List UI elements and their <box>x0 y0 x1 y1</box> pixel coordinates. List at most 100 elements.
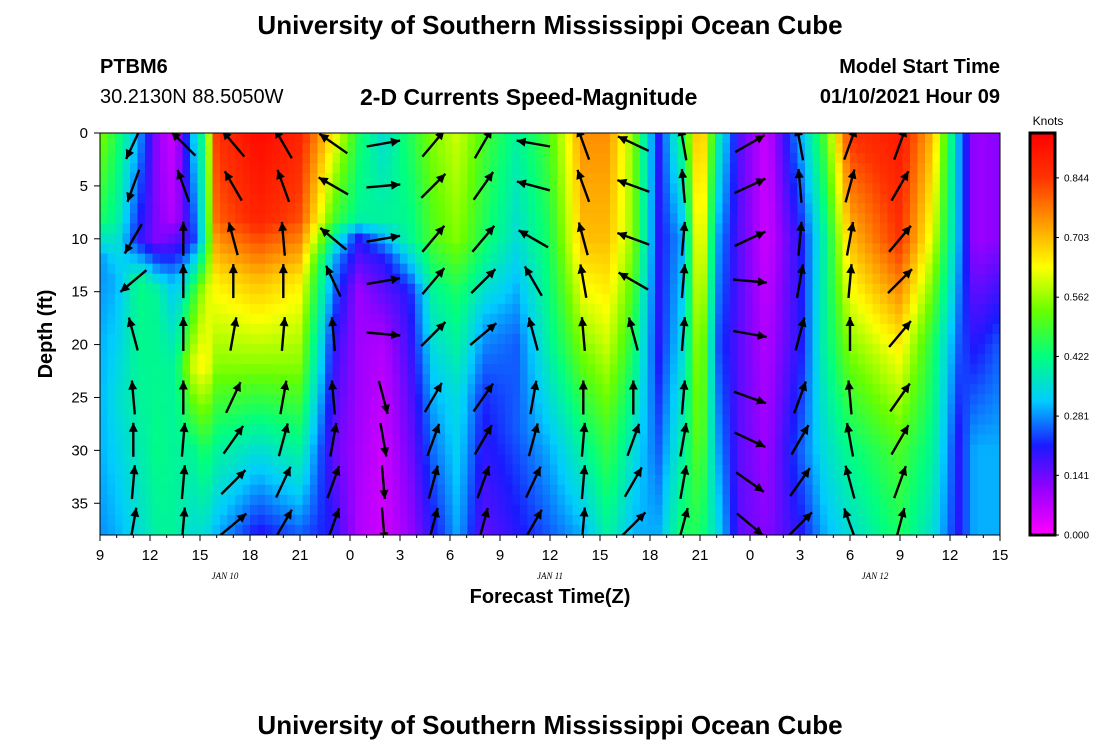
heat-cell <box>557 173 566 184</box>
heat-cell <box>467 424 476 436</box>
heat-cell <box>107 213 116 225</box>
heat-cell <box>100 323 109 335</box>
heat-cell <box>250 474 259 486</box>
heat-cell <box>137 293 146 305</box>
heat-cell <box>145 414 154 426</box>
heat-cell <box>505 404 514 415</box>
heat-cell <box>962 424 971 436</box>
heat-cell <box>527 364 536 375</box>
heat-cell <box>437 524 446 535</box>
heat-cell <box>415 504 424 516</box>
heat-cell <box>707 434 716 446</box>
heat-cell <box>737 514 746 526</box>
heat-cell <box>175 514 184 526</box>
heat-cell <box>962 484 971 496</box>
heat-cell <box>917 173 926 184</box>
heat-cell <box>872 494 881 506</box>
heat-cell <box>692 183 701 194</box>
heat-cell <box>745 384 754 395</box>
heat-cell <box>347 193 356 204</box>
heat-cell <box>190 514 199 526</box>
heat-cell <box>385 494 394 506</box>
heat-cell <box>940 263 949 275</box>
heat-cell <box>167 313 176 325</box>
heat-cell <box>115 183 124 194</box>
heat-cell <box>362 273 371 285</box>
heat-cell <box>535 484 544 496</box>
heat-cell <box>490 414 499 426</box>
heat-cell <box>310 404 319 415</box>
heat-cell <box>400 163 409 174</box>
heat-cell <box>190 293 199 305</box>
heat-cell <box>160 203 169 214</box>
heat-cell <box>257 173 266 184</box>
heat-cell <box>497 163 506 174</box>
heat-cell <box>527 173 536 184</box>
heat-cell <box>827 313 836 325</box>
heat-cell <box>122 404 131 415</box>
vector-head <box>435 173 446 184</box>
heat-cell <box>115 143 124 154</box>
heat-cell <box>685 283 694 295</box>
heat-cell <box>115 374 124 385</box>
heat-cell <box>985 394 994 405</box>
heat-cell <box>857 384 866 395</box>
heat-cell <box>985 364 994 375</box>
heat-cell <box>722 344 731 355</box>
heat-cell <box>752 143 761 154</box>
heat-cell <box>602 323 611 335</box>
heat-cell <box>775 434 784 446</box>
heat-cell <box>775 344 784 355</box>
heat-cell <box>430 143 439 154</box>
heat-cell <box>857 464 866 476</box>
heat-cell <box>460 193 469 204</box>
heat-cell <box>572 504 581 516</box>
heat-cell <box>287 424 296 436</box>
heat-cell <box>257 323 266 335</box>
heat-cell <box>812 273 821 285</box>
current-vector-arrow <box>226 222 239 256</box>
heat-cell <box>347 424 356 436</box>
heat-cell <box>835 494 844 506</box>
heat-cell <box>460 303 469 315</box>
heat-cell <box>400 384 409 395</box>
heat-cell <box>137 143 146 154</box>
heat-cell <box>407 203 416 214</box>
heat-cell <box>857 283 866 295</box>
heat-cell <box>865 143 874 154</box>
heat-cell <box>902 394 911 405</box>
heat-cell <box>310 374 319 385</box>
heat-cell <box>370 213 379 225</box>
heat-cell <box>467 524 476 535</box>
heat-cell <box>370 253 379 265</box>
heat-cell <box>775 283 784 295</box>
heat-cell <box>565 344 574 355</box>
heat-cell <box>512 153 521 164</box>
heat-cell <box>820 524 829 535</box>
heat-cell <box>940 193 949 204</box>
heat-cell <box>767 454 776 466</box>
heat-cell <box>745 193 754 204</box>
heat-cell <box>835 454 844 466</box>
heat-cell <box>662 414 671 426</box>
heat-cell <box>857 263 866 275</box>
heat-cell <box>280 504 289 516</box>
heat-cell <box>340 414 349 426</box>
heat-cell <box>610 414 619 426</box>
heat-cell <box>527 374 536 385</box>
heat-cell <box>145 364 154 375</box>
heat-cell <box>130 524 139 535</box>
heat-cell <box>677 273 686 285</box>
heat-cell <box>107 354 116 365</box>
heat-cell <box>235 213 244 225</box>
heat-cell <box>137 283 146 295</box>
heat-cell <box>947 223 956 235</box>
heat-cell <box>947 514 956 526</box>
heat-cell <box>850 253 859 265</box>
heat-cell <box>640 444 649 456</box>
heat-cell <box>497 313 506 325</box>
vector-head <box>130 507 140 518</box>
heat-cell <box>512 283 521 295</box>
heat-cell <box>115 424 124 436</box>
heat-cell <box>535 524 544 535</box>
